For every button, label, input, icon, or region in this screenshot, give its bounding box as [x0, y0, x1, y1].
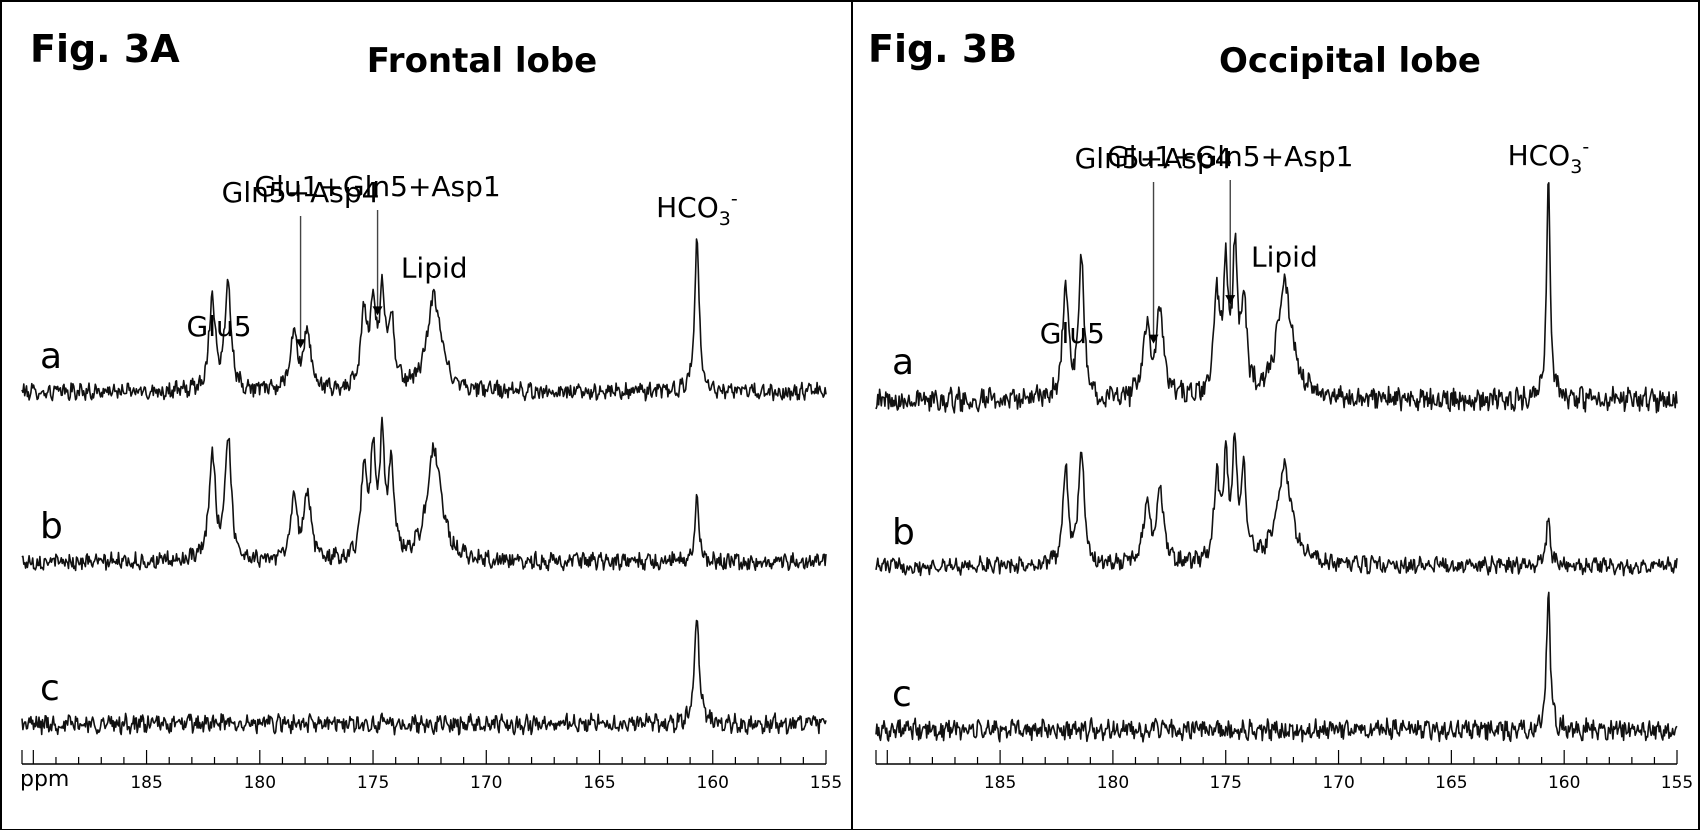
trace-label-a: a [892, 342, 914, 383]
x-tick-label: 185 [984, 773, 1016, 793]
x-tick-label: 160 [1548, 773, 1580, 793]
x-axis-unit-label: ppm [20, 767, 69, 792]
spectrum-trace-c [875, 591, 1678, 743]
peak-label: Glu5 [187, 310, 252, 343]
x-tick-label: 180 [1097, 773, 1129, 793]
trace-label-c: c [892, 674, 912, 715]
arrowhead-icon [1225, 295, 1236, 305]
x-tick-label: 160 [697, 773, 729, 793]
x-tick-label: 165 [583, 773, 615, 793]
figure-label: Fig. 3B [868, 27, 1017, 71]
arrowhead-icon [295, 339, 306, 349]
peak-label: HCO3- [656, 188, 738, 230]
x-tick-label: 170 [470, 773, 502, 793]
panel-border [851, 0, 1700, 830]
peak-label-subscript: 3 [1570, 156, 1582, 178]
spectrum-trace-c [21, 619, 827, 736]
peak-label: Gln5+Asp4 [222, 176, 380, 209]
trace-label-b: b [40, 506, 63, 547]
peak-label: Lipid [401, 252, 468, 285]
arrowhead-icon [372, 306, 383, 316]
x-tick-label: 170 [1322, 773, 1354, 793]
trace-label-a: a [40, 336, 62, 377]
peak-label-superscript: - [1582, 136, 1589, 158]
x-tick-label: 175 [1210, 773, 1242, 793]
figure-label: Fig. 3A [30, 27, 180, 71]
panel-border [0, 0, 853, 830]
peak-label: Glu5 [1040, 317, 1105, 350]
arrowhead-icon [1148, 334, 1159, 344]
x-tick-label: 175 [357, 773, 389, 793]
x-tick-label: 185 [130, 773, 162, 793]
peak-label: HCO3- [1508, 136, 1590, 178]
trace-label-b: b [892, 512, 915, 553]
peak-label: Lipid [1251, 240, 1318, 273]
peak-label: Gln5+Asp4 [1075, 142, 1233, 175]
spectrum-trace-a [875, 182, 1678, 414]
x-tick-label: 155 [1661, 773, 1693, 793]
x-tick-label: 165 [1435, 773, 1467, 793]
peak-label: Glu1+Gln5+Asp1 [254, 170, 500, 203]
panel-occipital-lobe: Fig. 3B Occipital lobe a b c Glu5 Gln5+Asp4Glu… [851, 0, 1700, 830]
peak-label-subscript: 3 [719, 208, 731, 230]
spectrum-trace-a [21, 238, 827, 402]
panel-frontal-lobe: Fig. 3A Frontal lobe a b c Glu5 Gln5+Asp4Glu1+… [0, 0, 853, 830]
panel-title: Occipital lobe [1219, 41, 1481, 81]
spectrum-trace-b [21, 416, 827, 572]
spectrum-trace-b [875, 432, 1678, 577]
x-tick-label: 155 [810, 773, 842, 793]
trace-label-c: c [40, 668, 60, 709]
peak-label-superscript: - [731, 188, 738, 210]
panel-title: Frontal lobe [367, 41, 597, 81]
x-tick-label: 180 [244, 773, 276, 793]
peak-label: Glu1+Gln5+Asp1 [1107, 140, 1353, 173]
